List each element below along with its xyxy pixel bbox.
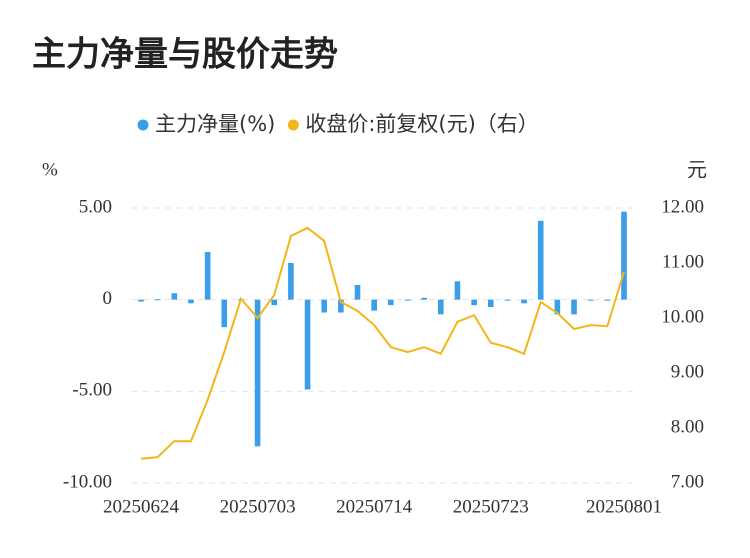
bar <box>421 297 427 300</box>
bar <box>504 299 511 301</box>
y-axis-label: % <box>42 159 58 180</box>
bar <box>554 299 561 315</box>
bar <box>404 299 411 301</box>
bar <box>154 299 161 301</box>
y2-tick-label: 12.00 <box>661 196 704 217</box>
bar <box>521 299 527 304</box>
bar <box>271 299 278 306</box>
y2-tick-label: 11.00 <box>662 251 704 272</box>
y-tick-label: 5.00 <box>79 196 112 217</box>
x-tick-label: 20250703 <box>220 496 296 517</box>
legend-marker <box>137 119 149 131</box>
bar <box>304 299 311 390</box>
bar <box>354 285 361 300</box>
legend-label: 收盘价:前复权(元)（右） <box>305 112 538 136</box>
bar <box>471 299 477 306</box>
bar <box>587 299 594 301</box>
bar <box>537 220 544 300</box>
x-tick-label: 20250714 <box>336 496 413 517</box>
legend-label: 主力净量(%) <box>155 112 275 136</box>
x-tick-label: 20250723 <box>453 496 529 517</box>
y-tick-label: 0 <box>103 288 113 309</box>
y-tick-label: -5.00 <box>72 380 112 401</box>
bar <box>138 299 144 302</box>
bar <box>604 299 611 301</box>
y2-tick-label: 9.00 <box>671 361 704 382</box>
bar <box>204 252 211 300</box>
bar <box>388 299 394 306</box>
chart-title: 主力净量与股价走势 <box>32 35 338 75</box>
x-tick-label: 20250801 <box>586 496 662 517</box>
bar <box>288 263 294 300</box>
price-line <box>140 226 625 460</box>
bar <box>321 299 328 313</box>
bar <box>437 299 444 315</box>
bar <box>338 299 344 313</box>
y2-tick-label: 10.00 <box>661 306 704 327</box>
bar <box>487 299 494 307</box>
bar <box>371 299 377 311</box>
y2-axis-label: 元 <box>687 158 707 182</box>
bar <box>454 281 461 300</box>
legend-marker <box>287 119 299 131</box>
x-tick-label: 20250624 <box>103 496 180 517</box>
bar <box>221 299 228 328</box>
bar <box>621 211 627 300</box>
bar <box>188 299 194 304</box>
bar <box>254 299 261 447</box>
y-tick-label: -10.00 <box>63 471 112 492</box>
bar <box>571 299 577 315</box>
y2-tick-label: 7.00 <box>671 471 704 492</box>
y2-tick-label: 8.00 <box>671 416 704 437</box>
bar <box>171 293 178 300</box>
